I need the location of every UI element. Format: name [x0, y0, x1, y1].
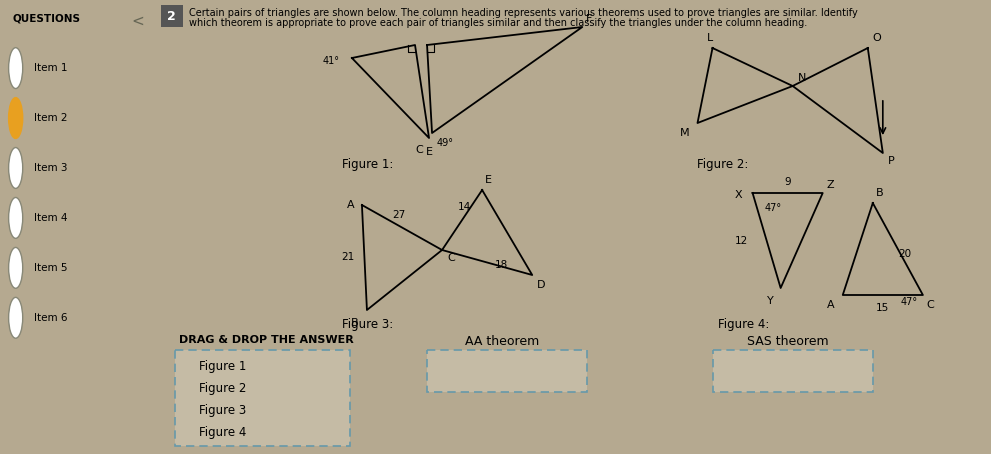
Text: Item 5: Item 5	[35, 263, 68, 273]
Text: B: B	[876, 188, 883, 198]
Bar	[713, 350, 873, 392]
Circle shape	[9, 48, 23, 89]
Text: X: X	[735, 190, 742, 200]
Text: SAS theorem: SAS theorem	[747, 335, 828, 348]
Bar	[174, 350, 350, 446]
Text: Item 4: Item 4	[35, 213, 68, 223]
Text: Figure 1:: Figure 1:	[342, 158, 393, 171]
Text: Y: Y	[767, 296, 774, 306]
Text: M: M	[680, 128, 690, 138]
Circle shape	[9, 148, 23, 188]
Circle shape	[9, 197, 23, 238]
Text: Item 1: Item 1	[35, 63, 68, 73]
Text: 14: 14	[458, 202, 471, 212]
Text: C: C	[415, 145, 423, 155]
Text: Figure 2:: Figure 2:	[698, 158, 749, 171]
Text: C: C	[926, 300, 934, 310]
Text: 18: 18	[496, 260, 508, 270]
Text: Figure 2: Figure 2	[198, 382, 246, 395]
Text: Figure 4: Figure 4	[198, 426, 246, 439]
Text: Figure 3: Figure 3	[198, 404, 246, 417]
Text: 21: 21	[341, 252, 355, 262]
Text: 9: 9	[784, 177, 791, 187]
Text: F: F	[587, 14, 593, 24]
Text: 2: 2	[167, 10, 176, 23]
Text: Certain pairs of triangles are shown below. The column heading represents variou: Certain pairs of triangles are shown bel…	[188, 8, 857, 18]
Circle shape	[9, 98, 23, 138]
Text: E: E	[425, 147, 432, 157]
Text: Figure 4:: Figure 4:	[717, 318, 769, 331]
Text: Item 3: Item 3	[35, 163, 68, 173]
Text: C: C	[447, 253, 455, 263]
Text: 15: 15	[876, 303, 890, 313]
Text: QUESTIONS: QUESTIONS	[13, 14, 80, 24]
Text: L: L	[707, 33, 713, 43]
Text: D: D	[537, 280, 546, 290]
Text: E: E	[486, 175, 493, 185]
Text: B: B	[351, 318, 359, 328]
Text: Item 2: Item 2	[35, 113, 68, 123]
Text: <: <	[131, 14, 144, 29]
Text: 47°: 47°	[765, 203, 782, 213]
Circle shape	[9, 297, 23, 338]
Circle shape	[9, 247, 23, 288]
Text: P: P	[888, 156, 895, 166]
Text: 12: 12	[734, 236, 747, 246]
Text: Z: Z	[826, 180, 834, 190]
Text: AA theorem: AA theorem	[465, 335, 539, 348]
Text: N: N	[798, 73, 806, 83]
Text: O: O	[873, 33, 882, 43]
Text: 47°: 47°	[901, 297, 918, 307]
Text: 49°: 49°	[437, 138, 454, 148]
Bar	[161, 5, 182, 27]
Text: which theorem is appropriate to prove each pair of triangles similar and then cl: which theorem is appropriate to prove ea…	[188, 18, 807, 28]
Text: Figure 3:: Figure 3:	[342, 318, 393, 331]
Text: Figure 1: Figure 1	[198, 360, 246, 373]
Text: 20: 20	[898, 249, 911, 259]
Text: DRAG & DROP THE ANSWER: DRAG & DROP THE ANSWER	[178, 335, 354, 345]
Text: A: A	[347, 200, 355, 210]
Text: 41°: 41°	[323, 56, 340, 66]
Text: Item 6: Item 6	[35, 313, 68, 323]
Text: A: A	[827, 300, 834, 310]
Text: 27: 27	[392, 209, 405, 219]
Bar	[427, 350, 588, 392]
